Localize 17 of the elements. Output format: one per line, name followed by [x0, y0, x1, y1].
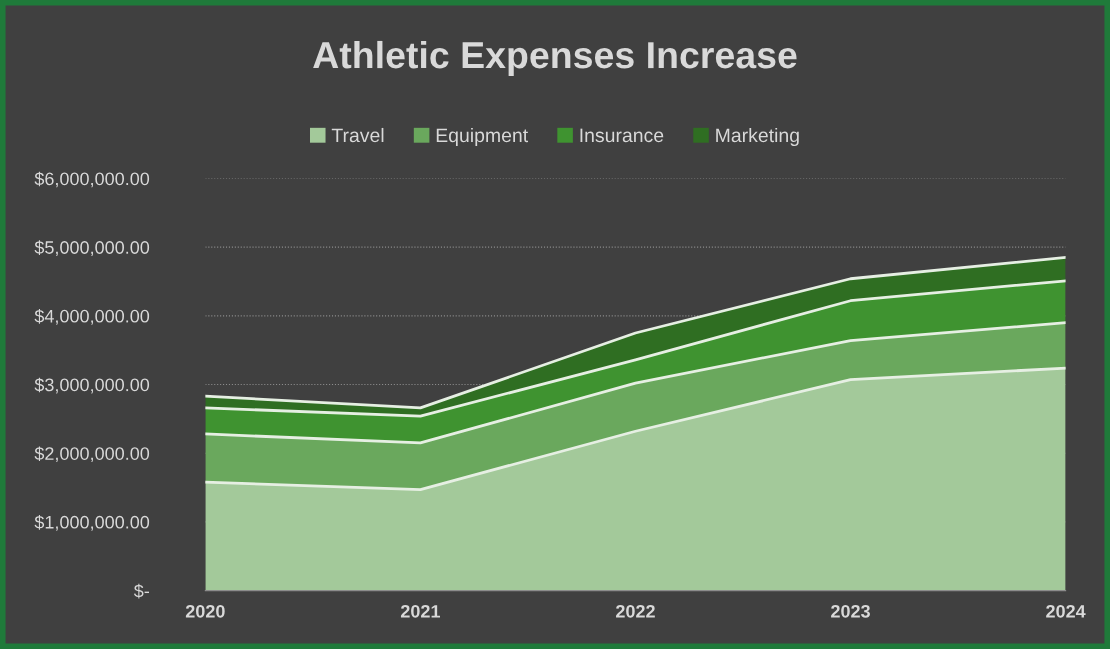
legend-label: Travel: [331, 127, 384, 143]
y-tick-label: $-: [133, 583, 149, 599]
y-tick-label: $3,000,000.00: [34, 377, 150, 394]
y-tick-label: $4,000,000.00: [34, 309, 150, 325]
y-tick-label: $6,000,000.00: [34, 171, 150, 188]
x-tick-label: 2020: [185, 604, 225, 618]
legend-label: Insurance: [580, 128, 664, 143]
x-tick-label: 2021: [400, 604, 440, 618]
x-tick-label: 2023: [831, 604, 870, 618]
x-tick-label: 2022: [616, 604, 655, 618]
y-tick-label: $5,000,000.00: [34, 240, 150, 257]
y-tick-label: $1,000,000.00: [34, 515, 150, 531]
chart-title: Athletic Expenses Increase: [313, 40, 797, 76]
legend-label: Marketing: [716, 127, 799, 147]
y-tick-label: $2,000,000.00: [34, 446, 150, 463]
legend-label: Equipment: [436, 127, 529, 147]
x-tick-label: 2024: [1046, 604, 1086, 618]
